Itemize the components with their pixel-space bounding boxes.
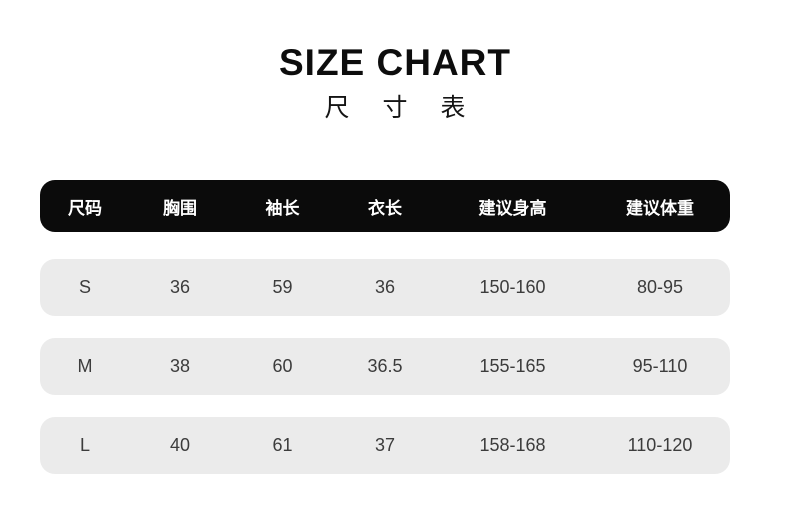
cell-weight: 95-110 xyxy=(632,356,688,376)
page-subtitle: 尺 寸 表 xyxy=(324,94,479,122)
table-row-l: L 40 61 37 158-168 110-120 xyxy=(40,417,730,474)
cell-height: 158-168 xyxy=(479,435,546,455)
cell-chest: 38 xyxy=(169,356,191,376)
cell-sleeve: 61 xyxy=(272,435,293,455)
cell-length: 36 xyxy=(374,277,396,297)
cell-chest: 36 xyxy=(169,277,191,297)
cell-length: 37 xyxy=(374,435,396,455)
cell-size: L xyxy=(79,435,90,455)
table-header-row: 尺码 胸围 袖长 衣长 建议身高 建议体重 xyxy=(40,180,730,232)
table-row-s: S 36 59 36 150-160 80-95 xyxy=(40,259,730,316)
header-cell-length: 衣长 xyxy=(368,198,402,218)
cell-weight: 110-120 xyxy=(627,435,693,455)
table-row-m: M 38 60 36.5 155-165 95-110 xyxy=(40,338,730,395)
cell-sleeve: 60 xyxy=(272,356,293,376)
header-cell-weight: 建议体重 xyxy=(626,198,694,218)
cell-length: 36.5 xyxy=(367,356,403,376)
header-cell-height: 建议身高 xyxy=(478,198,547,218)
header-cell-size: 尺码 xyxy=(68,198,102,218)
cell-height: 150-160 xyxy=(479,277,546,297)
cell-chest: 40 xyxy=(169,435,191,455)
cell-weight: 80-95 xyxy=(636,277,684,297)
size-table: 尺码 胸围 袖长 衣长 建议身高 建议体重 S 36 59 36 150-160… xyxy=(40,180,730,474)
header-cell-chest: 胸围 xyxy=(163,198,197,218)
cell-size: S xyxy=(78,277,91,297)
cell-size: M xyxy=(77,356,93,376)
page-title: SIZE CHART xyxy=(279,42,511,83)
header-cell-sleeve: 袖长 xyxy=(265,198,300,218)
cell-sleeve: 59 xyxy=(272,277,293,297)
cell-height: 155-165 xyxy=(479,356,546,376)
